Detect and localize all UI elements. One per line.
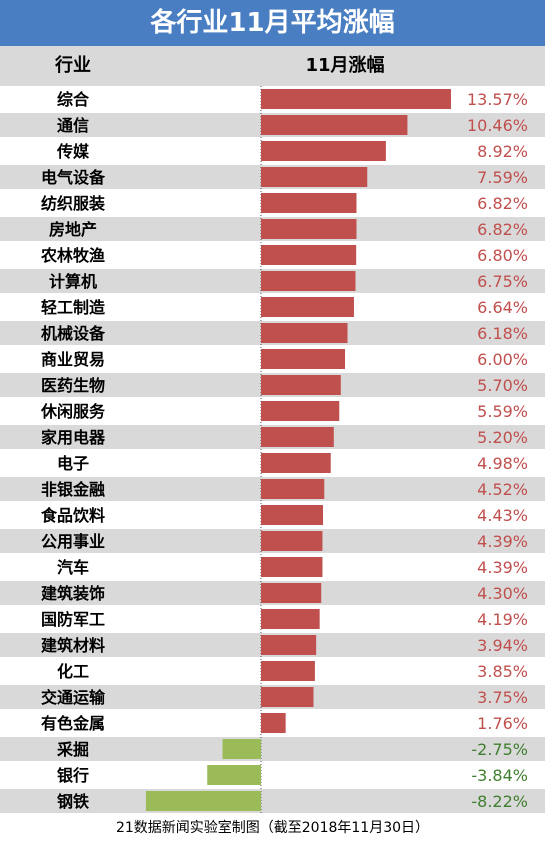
category-label: 通信: [57, 116, 89, 135]
category-label: 家用电器: [41, 428, 106, 447]
value-label: 5.70%: [477, 376, 528, 395]
bar-16: [261, 505, 324, 525]
bar-9: [261, 323, 348, 343]
category-label: 交通运输: [41, 688, 106, 707]
value-label: 4.39%: [477, 532, 528, 551]
header-value: 11月涨幅: [305, 55, 385, 76]
category-label: 有色金属: [41, 714, 105, 733]
row-stripe: [0, 737, 545, 761]
bar-0: [261, 89, 451, 109]
bar-3: [261, 167, 368, 187]
category-label: 建筑材料: [41, 636, 105, 655]
category-label: 农林牧渔: [40, 246, 105, 265]
bar-11: [261, 375, 341, 395]
value-label: -8.22%: [471, 792, 528, 811]
value-label: 4.43%: [477, 506, 528, 525]
bar-24: [261, 713, 286, 733]
category-label: 银行: [57, 766, 89, 785]
bar-27: [145, 791, 261, 811]
category-label: 传媒: [56, 142, 90, 161]
value-label: 3.75%: [477, 688, 528, 707]
category-label: 钢铁: [57, 792, 89, 811]
value-label: 13.57%: [467, 90, 528, 109]
value-label: 4.98%: [477, 454, 528, 473]
value-label: -2.75%: [471, 740, 528, 759]
value-label: 5.59%: [477, 402, 528, 421]
category-label: 食品饮料: [40, 506, 105, 525]
category-label: 汽车: [57, 558, 89, 577]
bar-18: [261, 557, 323, 577]
bar-26: [207, 765, 261, 785]
table-header: 行业 11月涨幅: [0, 46, 545, 86]
value-label: 3.85%: [477, 662, 528, 681]
category-label: 电子: [57, 454, 89, 473]
bar-22: [261, 661, 315, 681]
value-label: 6.82%: [477, 194, 528, 213]
bar-21: [261, 635, 317, 655]
bar-chart: 综合 13.57% 通信 10.46% 传媒 8.92% 电气设备 7.59% 纺织服装 6.82…: [0, 86, 545, 814]
value-label: 6.18%: [477, 324, 528, 343]
bar-5: [261, 219, 357, 239]
bar-19: [261, 583, 322, 603]
category-label: 电气设备: [41, 168, 106, 187]
chart-footer: 21数据新闻实验室制图（截至2018年11月30日）: [115, 820, 430, 836]
bar-1: [261, 115, 408, 135]
category-label: 计算机: [49, 272, 97, 291]
bar-7: [261, 271, 356, 291]
category-label: 采掘: [56, 740, 89, 759]
category-label: 国防军工: [41, 610, 105, 629]
category-label: 综合: [57, 90, 90, 109]
bar-13: [261, 427, 334, 447]
value-label: 6.82%: [477, 220, 528, 239]
value-label: 4.39%: [477, 558, 528, 577]
value-label: -3.84%: [471, 766, 528, 785]
bar-6: [261, 245, 357, 265]
category-label: 建筑装饰: [41, 584, 105, 603]
value-label: 6.75%: [477, 272, 528, 291]
bar-12: [261, 401, 340, 421]
header-category: 行业: [55, 55, 91, 76]
category-label: 商业贸易: [41, 350, 105, 369]
value-label: 4.30%: [477, 584, 528, 603]
value-label: 7.59%: [477, 168, 528, 187]
bar-15: [261, 479, 325, 499]
category-label: 机械设备: [41, 324, 106, 343]
value-label: 8.92%: [477, 142, 528, 161]
bar-8: [261, 297, 354, 317]
bar-20: [261, 609, 320, 629]
value-label: 6.64%: [477, 298, 528, 317]
value-label: 4.52%: [477, 480, 528, 499]
bar-17: [261, 531, 323, 551]
bar-2: [261, 141, 386, 161]
row-stripe: [0, 789, 545, 813]
bar-14: [261, 453, 331, 473]
chart-title: 各行业11月平均涨幅: [0, 0, 545, 46]
value-label: 3.94%: [477, 636, 528, 655]
category-label: 休闲服务: [40, 402, 106, 421]
value-label: 5.20%: [477, 428, 528, 447]
bar-4: [261, 193, 357, 213]
category-label: 医药生物: [41, 376, 105, 395]
bar-23: [261, 687, 314, 707]
category-label: 轻工制造: [41, 298, 106, 317]
category-label: 公用事业: [41, 532, 105, 551]
category-label: 非银金融: [41, 480, 105, 499]
bar-25: [222, 739, 261, 759]
value-label: 10.46%: [467, 116, 528, 135]
category-label: 房地产: [49, 220, 97, 239]
category-label: 化工: [57, 662, 89, 681]
value-label: 4.19%: [477, 610, 528, 629]
value-label: 6.80%: [477, 246, 528, 265]
value-label: 6.00%: [477, 350, 528, 369]
category-label: 纺织服装: [41, 194, 105, 213]
value-label: 1.76%: [477, 714, 528, 733]
bar-10: [261, 349, 345, 369]
